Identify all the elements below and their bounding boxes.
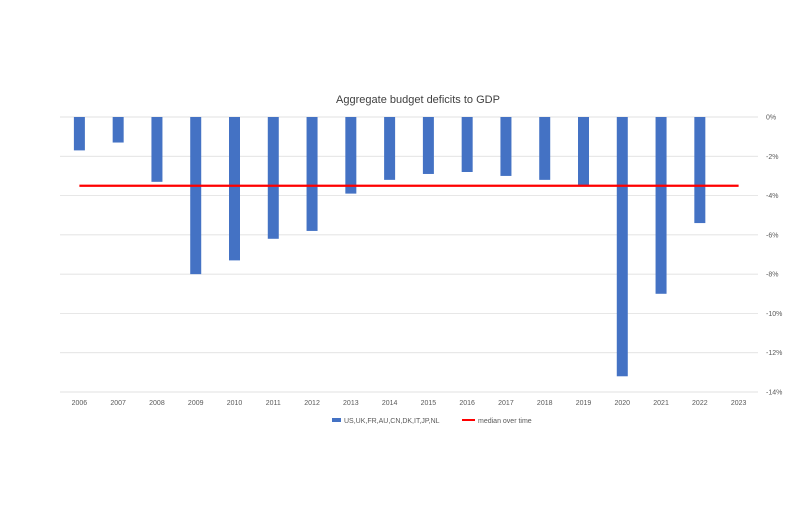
x-tick-label: 2006	[72, 400, 88, 407]
x-tick-label: 2020	[614, 400, 630, 407]
y-tick-label: -10%	[766, 311, 782, 318]
legend-bar-label: US,UK,FR,AU,CN,DK,IT,JP,NL	[344, 418, 440, 425]
y-tick-label: -2%	[766, 154, 778, 161]
bar-series	[73, 117, 706, 377]
x-tick-label: 2019	[576, 400, 592, 407]
bar	[655, 117, 667, 294]
y-axis-ticks: 0% -2% -4% -6% -8% -10% -12% -14%	[766, 115, 782, 397]
y-tick-label: -6%	[766, 232, 778, 239]
bar	[229, 117, 240, 261]
x-tick-label: 2015	[421, 400, 437, 407]
bar	[267, 117, 279, 239]
bar	[539, 117, 551, 180]
x-tick-label: 2021	[653, 400, 669, 407]
x-tick-label: 2023	[731, 400, 747, 407]
bar	[616, 117, 628, 377]
x-axis-ticks: 2006 2007 2008 2009 2010 2011 2012 2013 2014 2015…	[72, 400, 747, 407]
bar	[306, 117, 318, 231]
y-tick-label: -12%	[766, 350, 782, 357]
y-tick-label: -4%	[766, 193, 778, 200]
bar	[384, 117, 396, 180]
y-tick-label: -8%	[766, 272, 778, 279]
legend: US,UK,FR,AU,CN,DK,IT,JP,NL median over t…	[332, 418, 532, 425]
legend-bar-swatch	[332, 418, 341, 422]
x-tick-label: 2008	[149, 400, 165, 407]
legend-line-label: median over time	[478, 418, 532, 425]
bar	[345, 117, 357, 194]
x-tick-label: 2009	[188, 400, 204, 407]
bar	[190, 117, 202, 275]
bar	[500, 117, 512, 176]
x-tick-label: 2007	[110, 400, 126, 407]
bar	[73, 117, 85, 151]
x-tick-label: 2017	[498, 400, 514, 407]
x-tick-label: 2016	[459, 400, 475, 407]
bar	[578, 117, 589, 186]
bar	[151, 117, 163, 182]
bar	[422, 117, 434, 174]
x-tick-label: 2022	[692, 400, 708, 407]
x-tick-label: 2018	[537, 400, 553, 407]
x-tick-label: 2012	[304, 400, 320, 407]
bar	[461, 117, 473, 172]
bar	[694, 117, 706, 224]
bar	[112, 117, 124, 143]
chart-title: Aggregate budget deficits to GDP	[336, 94, 500, 106]
x-tick-label: 2014	[382, 400, 398, 407]
x-tick-label: 2011	[266, 400, 281, 407]
y-tick-label: -14%	[766, 390, 782, 397]
y-tick-label: 0%	[766, 115, 776, 122]
gridlines	[60, 116, 758, 393]
x-tick-label: 2010	[227, 400, 243, 407]
x-tick-label: 2013	[343, 400, 359, 407]
